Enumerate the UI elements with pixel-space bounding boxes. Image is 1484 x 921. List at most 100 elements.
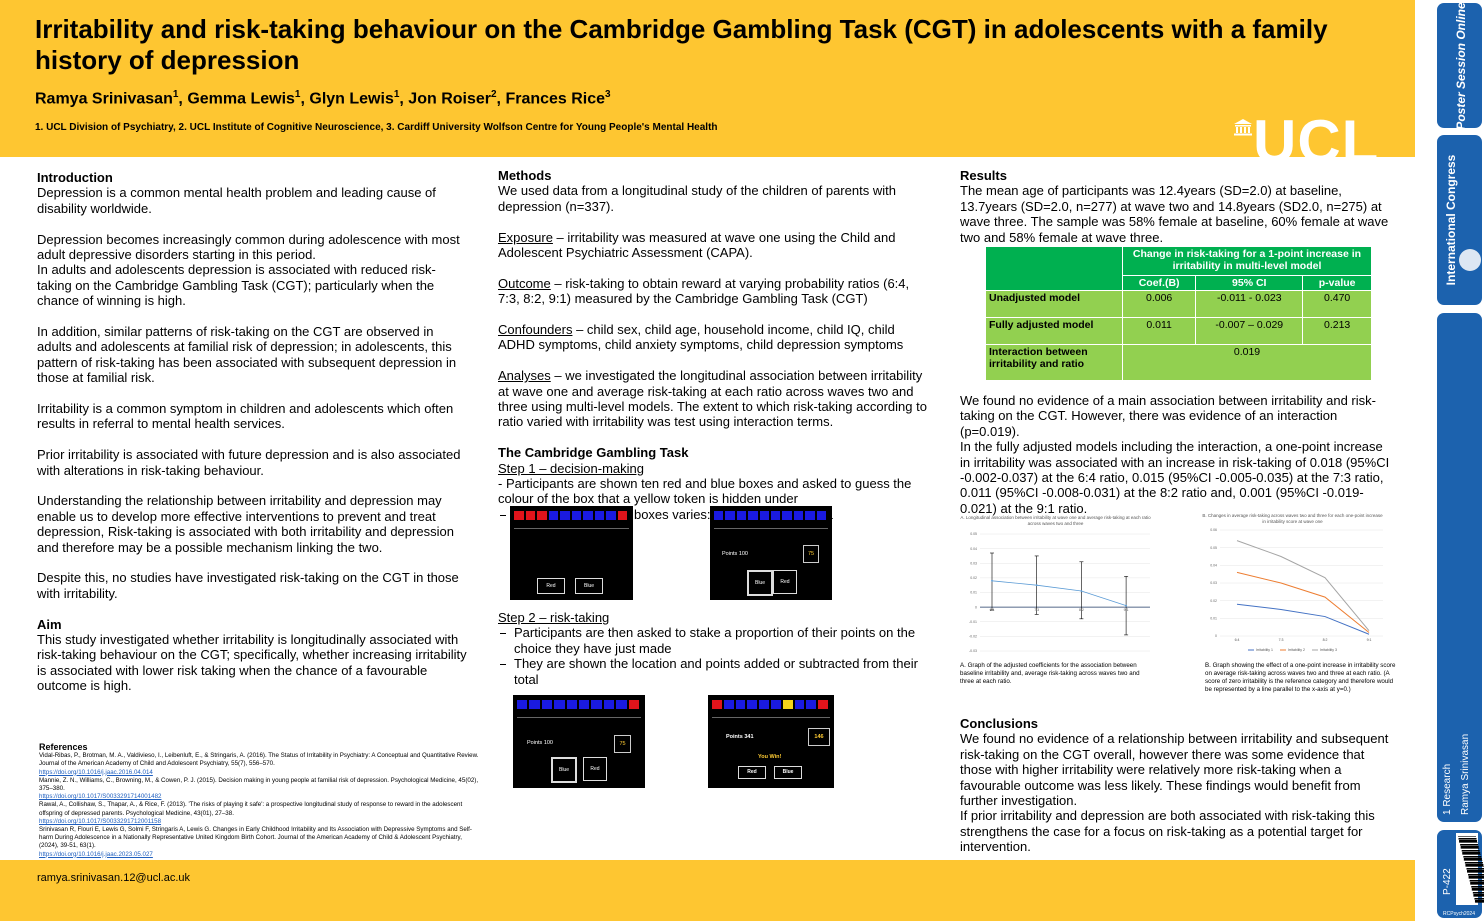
- box: [541, 700, 553, 709]
- box: [560, 511, 570, 520]
- box: [617, 511, 627, 520]
- reference-link[interactable]: https://doi.org/10.1016/j.jaac.2023.05.0…: [39, 850, 153, 858]
- box: [714, 511, 724, 520]
- reference-link[interactable]: https://doi.org/10.1017/S003329171400148…: [39, 793, 162, 801]
- figure-caption: A. Graph of the adjusted coefficients fo…: [960, 662, 1140, 685]
- cell: Unadjusted model: [985, 290, 1123, 318]
- barcode-bar: [1460, 844, 1479, 846]
- barcode-bar: [1458, 838, 1477, 840]
- congress-icon: [1459, 249, 1481, 271]
- barcode-bar: [1463, 856, 1482, 858]
- label: Outcome: [498, 275, 551, 291]
- box: [723, 700, 734, 709]
- logo: UCL: [1253, 112, 1380, 157]
- author-name: Ramya Srinivasan: [35, 90, 173, 108]
- button: Red: [583, 757, 607, 781]
- sidebar: Poster Session Online International Cong…: [1437, 2, 1484, 918]
- brand: Poster Session Online: [1454, 2, 1468, 130]
- bullet: Participants are then asked to stake a p…: [498, 625, 930, 656]
- barcode-bar: [1467, 872, 1484, 873]
- affiliation-number: 1: [393, 89, 400, 100]
- box: [525, 511, 535, 520]
- box: [747, 700, 758, 709]
- reference-link[interactable]: https://doi.org/10.1017/S003329171200115…: [39, 817, 162, 825]
- divider: [712, 717, 830, 718]
- stake: 75: [614, 735, 631, 753]
- button: Red: [537, 578, 565, 594]
- box: [616, 700, 627, 709]
- box: [782, 511, 792, 520]
- event: RCPsych2024: [1443, 911, 1475, 917]
- box: [805, 511, 815, 520]
- reference: Vidal-Ribas, P., Brotman, M. A., Valdivi…: [39, 752, 479, 777]
- paragraph: Despite this, no studies have investigat…: [37, 570, 459, 601]
- barcode-bar: [1466, 868, 1484, 870]
- affiliations: 1. UCL Division of Psychiatry, 2. UCL In…: [35, 122, 718, 133]
- text: - Participants are shown ten red and blu…: [498, 476, 912, 507]
- results-text: We found no evidence of a main associati…: [960, 393, 1392, 532]
- y-tick-label: 0.01: [970, 591, 977, 595]
- line: [1236, 603, 1370, 635]
- y-tick-label: 0.04: [1210, 564, 1217, 568]
- reference: Srinivasan R, Flouri E, Lewis G, Solmi F…: [39, 826, 479, 859]
- barcode-bar: [1458, 836, 1476, 837]
- figure-title: A. Longitudinal association between irri…: [960, 515, 1151, 526]
- x-tick-label: 7:3: [1034, 608, 1039, 612]
- paragraph: The mean age of participants was 12.4yea…: [960, 183, 1389, 245]
- barcode-bar: [1469, 880, 1484, 882]
- cell: 0.006: [1121, 290, 1197, 318]
- conclusions: Conclusions We found no evidence of a re…: [960, 716, 1392, 855]
- bullet-dash: [500, 633, 506, 635]
- reference-text: Rawal, A., Collishaw, S., Thapar, A., & …: [39, 801, 463, 817]
- barcode-bar: [1471, 888, 1484, 891]
- barcode-bar: [1467, 870, 1484, 873]
- cell: Change in risk-taking for a 1-point incr…: [1122, 246, 1372, 276]
- barcode: [1458, 836, 1484, 903]
- box: [514, 511, 524, 520]
- barcode-bar: [1468, 874, 1484, 876]
- box: [554, 700, 565, 709]
- y-tick-label: 0.06: [1210, 528, 1217, 532]
- y-tick-label: -0.01: [969, 620, 977, 624]
- barcode-bar: [1473, 896, 1484, 897]
- box: [548, 511, 558, 520]
- button: Blue: [575, 578, 603, 594]
- box: [759, 700, 769, 709]
- box: [566, 700, 577, 709]
- points: Points 341: [726, 734, 754, 740]
- affiliation-number: 2: [490, 89, 497, 100]
- reference-text: Srinivasan R, Flouri E, Lewis G, Solmi F…: [39, 826, 472, 850]
- bullet-dash: [500, 514, 506, 516]
- box: [806, 700, 817, 709]
- paragraph: Confounders – child sex, child age, hous…: [498, 322, 930, 353]
- reference-link[interactable]: https://doi.org/10.1016/j.jaac.2016.04.0…: [39, 768, 153, 776]
- barcode-bar: [1468, 876, 1484, 879]
- button: Red: [773, 570, 797, 594]
- heading: Conclusions: [960, 716, 1039, 731]
- figure-b: B. Changes in average risk-taking across…: [1200, 513, 1385, 664]
- author-name: , Gemma Lewis: [178, 90, 295, 108]
- reference-text: Mannie, Z. N., Williams, C., Browning, M…: [39, 776, 479, 793]
- box: [628, 700, 639, 709]
- x-tick-label: 8:2: [1079, 608, 1084, 612]
- text: – risk-taking to obtain reward at varyin…: [498, 275, 910, 307]
- chart: 0 0.01 0.02 0.03 0.04 0.05 0.06 6:4 7:3 8:2 9:1 Irr…: [1210, 528, 1383, 652]
- cell: -0.007 – 0.029: [1195, 317, 1304, 345]
- cell: 0.470: [1302, 290, 1372, 318]
- y-tick-label: 0.03: [970, 561, 977, 565]
- box: [606, 511, 616, 520]
- barcode-bar: [1460, 846, 1479, 849]
- barcode-bar: [1463, 858, 1482, 861]
- text: They are shown the location and points a…: [514, 656, 918, 687]
- box: [782, 700, 793, 709]
- paragraph: Exposure – irritability was measured at …: [498, 230, 930, 261]
- tab: [1437, 3, 1482, 128]
- logo-clip: UCL: [1253, 112, 1379, 157]
- paragraph: Depression becomes increasingly common d…: [37, 231, 460, 263]
- logo-icon: [1234, 119, 1252, 136]
- cell: -0.011 - 0.023: [1195, 290, 1304, 318]
- barcode-bar: [1472, 892, 1484, 894]
- line: [1236, 571, 1370, 633]
- x-tick-label: 7:3: [1279, 638, 1284, 642]
